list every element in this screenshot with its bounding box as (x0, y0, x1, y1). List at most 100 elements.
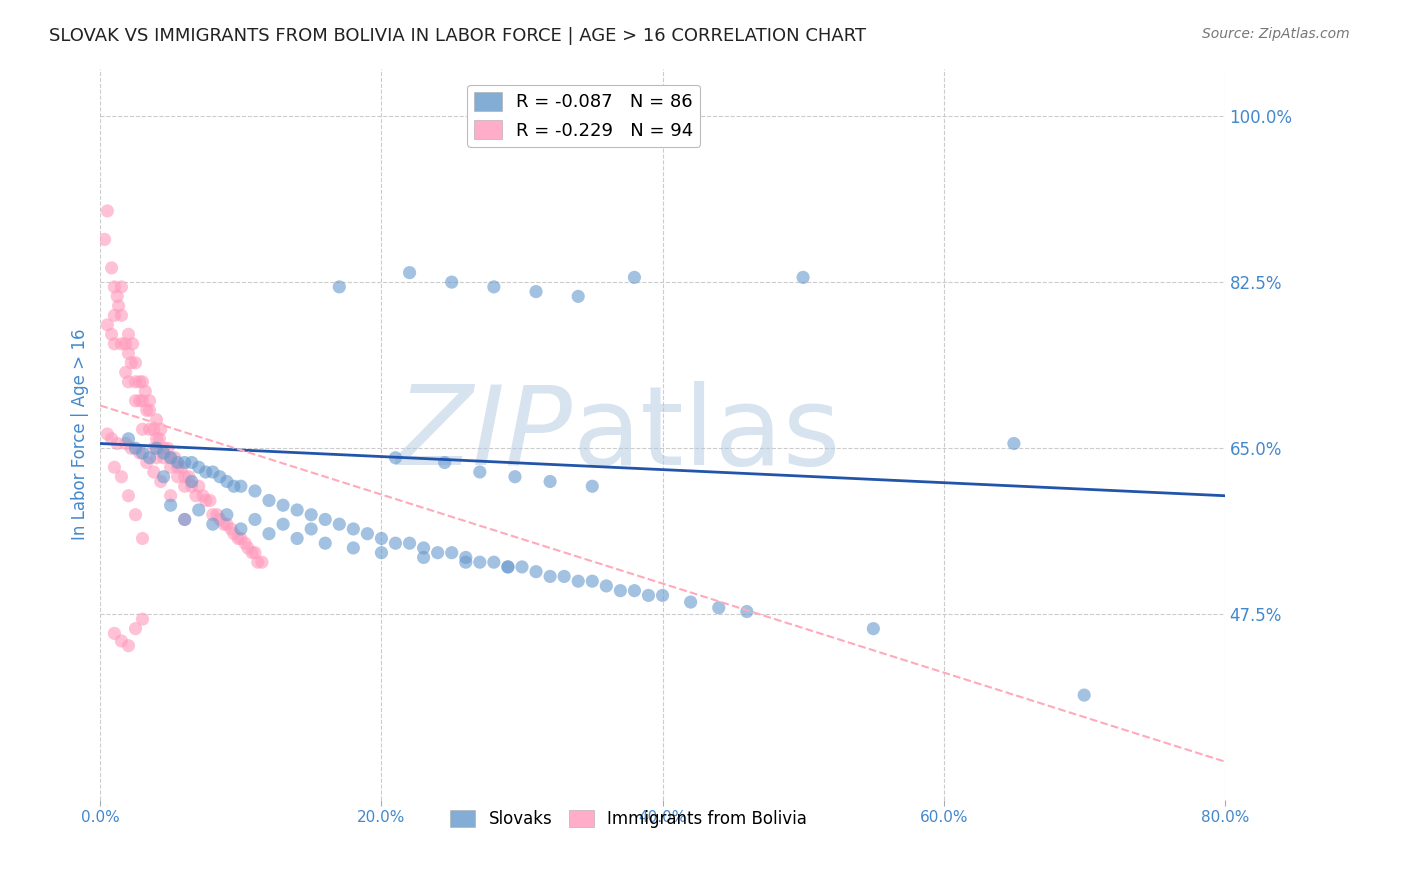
Point (496, 560, 519, 574)
Point (328, 280, 350, 294)
Point (609, 583, 631, 598)
Point (159, 450, 181, 465)
Point (124, 393, 146, 408)
Point (194, 465, 217, 479)
Point (152, 446, 174, 460)
Point (180, 479, 202, 493)
Point (440, 546, 463, 560)
Point (208, 512, 231, 526)
Point (229, 522, 252, 536)
Point (124, 375, 146, 389)
Point (236, 541, 259, 555)
Point (222, 526, 245, 541)
Point (314, 512, 336, 526)
Point (246, 555, 269, 569)
Point (117, 327, 139, 342)
Point (468, 555, 491, 569)
Point (138, 393, 160, 408)
Point (328, 517, 350, 532)
Point (117, 639, 139, 653)
Point (433, 456, 456, 470)
Point (114, 436, 136, 450)
Point (110, 634, 132, 648)
Point (180, 456, 202, 470)
Point (138, 403, 160, 417)
Text: atlas: atlas (572, 381, 841, 488)
Point (538, 569, 561, 583)
Point (426, 546, 449, 560)
Point (215, 475, 238, 489)
Text: SLOVAK VS IMMIGRANTS FROM BOLIVIA IN LABOR FORCE | AGE > 16 CORRELATION CHART: SLOVAK VS IMMIGRANTS FROM BOLIVIA IN LAB… (49, 27, 866, 45)
Point (651, 589, 673, 603)
Point (229, 479, 252, 493)
Point (215, 508, 238, 522)
Point (503, 469, 526, 483)
Point (243, 512, 266, 526)
Point (124, 508, 146, 522)
Point (187, 503, 209, 517)
Point (117, 346, 139, 360)
Point (553, 569, 575, 583)
Point (135, 456, 157, 470)
Point (100, 432, 122, 446)
Point (180, 475, 202, 489)
Point (440, 275, 463, 289)
Point (398, 266, 420, 280)
Point (117, 432, 139, 446)
Point (240, 546, 263, 560)
Point (257, 526, 280, 541)
Point (623, 270, 645, 285)
Point (198, 493, 221, 508)
Point (173, 479, 195, 493)
Point (299, 508, 322, 522)
Point (356, 526, 378, 541)
Point (121, 336, 143, 351)
Point (735, 605, 758, 619)
Point (96, 427, 118, 442)
Point (173, 512, 195, 526)
Text: Source: ZipAtlas.com: Source: ZipAtlas.com (1202, 27, 1350, 41)
Point (257, 493, 280, 508)
Point (370, 532, 392, 546)
Point (637, 589, 659, 603)
Point (524, 285, 547, 299)
Point (170, 460, 193, 475)
Point (120, 442, 142, 456)
Point (299, 522, 322, 536)
Point (128, 446, 150, 460)
Point (187, 479, 209, 493)
Point (233, 536, 256, 550)
Point (194, 493, 217, 508)
Point (148, 432, 170, 446)
Point (142, 422, 165, 436)
Point (124, 442, 146, 456)
Point (581, 574, 603, 589)
Point (131, 393, 153, 408)
Point (131, 532, 153, 546)
Point (145, 413, 167, 427)
Point (100, 327, 122, 342)
Point (142, 442, 165, 456)
Point (384, 450, 406, 465)
Point (103, 336, 125, 351)
Point (482, 280, 505, 294)
Point (120, 356, 142, 370)
Y-axis label: In Labor Force | Age > 16: In Labor Force | Age > 16 (72, 328, 89, 540)
Point (149, 475, 172, 489)
Point (156, 442, 179, 456)
Point (131, 375, 153, 389)
Point (229, 532, 252, 546)
Point (177, 469, 200, 483)
Point (110, 469, 132, 483)
Point (117, 375, 139, 389)
Point (166, 460, 188, 475)
Point (219, 522, 242, 536)
Point (384, 536, 406, 550)
Point (142, 465, 165, 479)
Point (707, 600, 730, 615)
Point (215, 517, 238, 532)
Point (567, 289, 589, 303)
Point (285, 503, 308, 517)
Point (110, 280, 132, 294)
Point (398, 536, 420, 550)
